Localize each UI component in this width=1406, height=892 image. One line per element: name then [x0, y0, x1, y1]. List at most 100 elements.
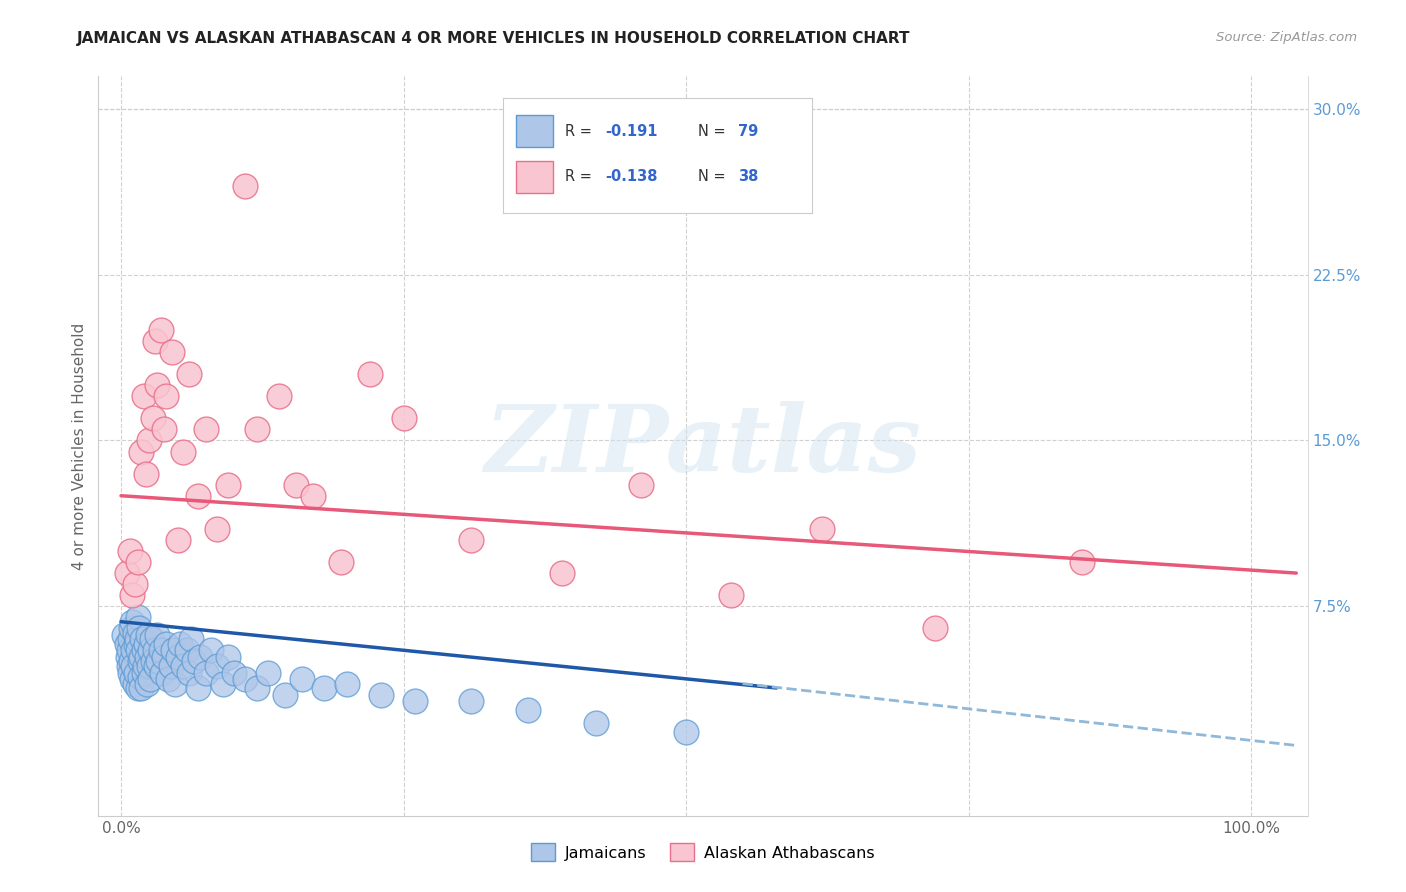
Point: [460, 533, 482, 547]
Point: [166, 650, 188, 665]
Point: [125, 665, 148, 680]
Text: JAMAICAN VS ALASKAN ATHABASCAN 4 OR MORE VEHICLES IN HOUSEHOLD CORRELATION CHART: JAMAICAN VS ALASKAN ATHABASCAN 4 OR MORE…: [77, 31, 911, 46]
Point: [205, 522, 228, 536]
Point: [129, 670, 152, 684]
Point: [127, 681, 149, 695]
Point: [132, 389, 155, 403]
Point: [131, 681, 153, 695]
Point: [169, 637, 191, 651]
Point: [285, 477, 308, 491]
Point: [222, 665, 245, 680]
Point: [160, 345, 183, 359]
Point: [118, 659, 141, 673]
Point: [149, 323, 172, 337]
Point: [516, 703, 538, 717]
Point: [132, 665, 155, 680]
Point: [257, 665, 280, 680]
Point: [155, 389, 177, 403]
Text: ZIPatlas: ZIPatlas: [485, 401, 921, 491]
Point: [165, 676, 187, 690]
Point: [246, 681, 269, 695]
Point: [124, 577, 146, 591]
Point: [120, 544, 142, 558]
Point: [404, 694, 426, 708]
Point: [188, 650, 211, 665]
Point: [187, 681, 209, 695]
Point: [924, 621, 946, 635]
Point: [205, 659, 228, 673]
Point: [153, 422, 176, 436]
Point: [136, 628, 159, 642]
Point: [359, 367, 381, 381]
Point: [166, 533, 188, 547]
Point: [142, 655, 165, 669]
Point: [115, 637, 138, 651]
Point: [630, 477, 652, 491]
Point: [675, 725, 697, 739]
Point: [172, 659, 194, 673]
Point: [810, 522, 832, 536]
Point: [127, 610, 149, 624]
Point: [146, 628, 169, 642]
Point: [134, 659, 156, 673]
Point: [118, 643, 141, 657]
Point: [291, 672, 314, 686]
Point: [128, 621, 150, 635]
Point: [127, 555, 149, 569]
Point: [460, 694, 482, 708]
Point: [246, 422, 269, 436]
Point: [336, 676, 359, 690]
Point: [132, 643, 155, 657]
Point: [183, 655, 205, 669]
Point: [139, 643, 162, 657]
Point: [138, 434, 160, 448]
Point: [162, 643, 184, 657]
Point: [146, 378, 169, 392]
Point: [122, 643, 145, 657]
Point: [115, 566, 138, 580]
Point: [121, 615, 143, 629]
Point: [135, 637, 157, 651]
Point: [269, 389, 291, 403]
Point: [155, 637, 177, 651]
Point: [177, 367, 200, 381]
Point: [131, 650, 153, 665]
Point: [149, 643, 172, 657]
Point: [233, 672, 256, 686]
Point: [217, 477, 239, 491]
Point: [136, 650, 159, 665]
Point: [122, 659, 145, 673]
Point: [392, 411, 415, 425]
Point: [551, 566, 574, 580]
Point: [124, 625, 146, 640]
Point: [314, 681, 336, 695]
Point: [200, 643, 222, 657]
Point: [274, 688, 297, 702]
Point: [129, 655, 152, 669]
Point: [233, 179, 256, 194]
Point: [176, 643, 198, 657]
Point: [1070, 555, 1092, 569]
Point: [153, 650, 176, 665]
Point: [330, 555, 353, 569]
Point: [131, 632, 153, 647]
Point: [157, 672, 180, 686]
Point: [120, 632, 142, 647]
Legend: Jamaicans, Alaskan Athabascans: Jamaicans, Alaskan Athabascans: [531, 843, 875, 862]
Point: [125, 637, 148, 651]
Point: [159, 659, 181, 673]
Point: [112, 628, 135, 642]
Point: [121, 588, 143, 602]
Point: [120, 665, 142, 680]
Point: [121, 672, 143, 686]
Y-axis label: 4 or more Vehicles in Household: 4 or more Vehicles in Household: [72, 322, 87, 570]
Point: [139, 672, 162, 686]
Text: Source: ZipAtlas.com: Source: ZipAtlas.com: [1216, 31, 1357, 45]
Point: [124, 676, 146, 690]
Point: [142, 411, 165, 425]
Point: [720, 588, 742, 602]
Point: [127, 643, 149, 657]
Point: [187, 489, 209, 503]
Point: [211, 676, 233, 690]
Point: [136, 676, 159, 690]
